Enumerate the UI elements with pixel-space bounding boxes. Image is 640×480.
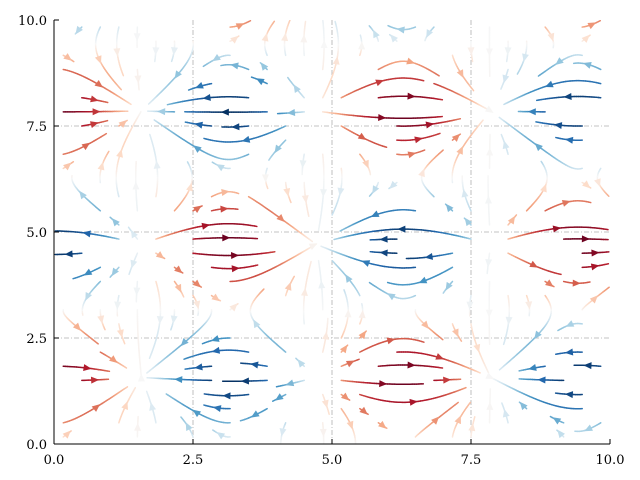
streamline-segment xyxy=(288,20,291,23)
streamline-segment xyxy=(133,386,137,391)
streamline-segment xyxy=(145,390,149,394)
streamline-segment xyxy=(123,366,128,369)
streamline-segment xyxy=(498,116,502,120)
streamline-segment xyxy=(153,119,157,122)
streamline-segment xyxy=(183,357,187,360)
streamline-segment xyxy=(549,415,553,419)
streamline-segment xyxy=(440,149,444,153)
streamline-segment xyxy=(202,64,206,68)
streamline-segment xyxy=(606,194,610,197)
streamline-segment xyxy=(95,341,99,345)
streamline-segment xyxy=(333,238,337,241)
streamline-segment xyxy=(477,371,481,374)
streamline-segment xyxy=(503,102,507,106)
streamline-segment xyxy=(320,245,324,248)
streamline-segment xyxy=(309,239,314,243)
streamline-segment xyxy=(123,341,126,345)
streamline-segment xyxy=(146,371,150,374)
streamline-segment xyxy=(331,260,335,263)
streamline-segment xyxy=(139,111,142,115)
streamline-segment xyxy=(71,59,75,63)
streamline-segment xyxy=(201,342,206,345)
streamline-segment xyxy=(471,88,475,92)
streamline-segment xyxy=(147,101,151,105)
streamline-segment xyxy=(128,102,132,106)
streamline-segment xyxy=(606,286,610,290)
streamline-segment xyxy=(339,229,343,232)
streamline-segment xyxy=(170,58,173,63)
streamline-segment xyxy=(537,74,541,77)
streamline-segment xyxy=(368,281,372,285)
streamline-segment xyxy=(463,386,467,390)
grid-lines xyxy=(54,20,610,444)
streamline-segment xyxy=(165,393,169,396)
streamline-segment xyxy=(272,20,276,24)
streamline-segment xyxy=(481,119,484,123)
